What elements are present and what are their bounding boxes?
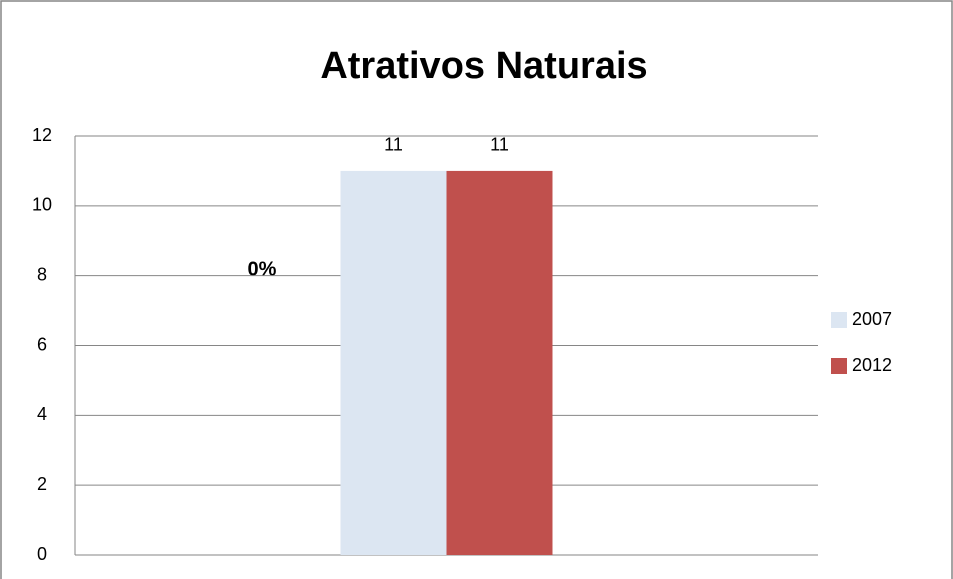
legend-label: 2007 — [852, 309, 892, 329]
bar — [446, 170, 553, 555]
bar — [340, 170, 447, 555]
y-tick-label: 8 — [37, 264, 47, 284]
y-tick-label: 10 — [32, 195, 52, 215]
y-tick-label: 6 — [37, 334, 47, 354]
y-tick-label: 0 — [37, 544, 47, 564]
chart-title: Atrativos Naturais — [320, 45, 647, 87]
legend-label: 2012 — [852, 355, 892, 375]
annotation: 0% — [248, 258, 277, 280]
y-tick-label: 4 — [37, 404, 47, 424]
data-label: 11 — [490, 135, 509, 155]
legend-swatch — [831, 358, 847, 374]
data-label: 11 — [384, 135, 403, 155]
y-tick-label: 12 — [32, 125, 52, 145]
legend-swatch — [831, 312, 847, 328]
y-tick-label: 2 — [37, 474, 47, 494]
